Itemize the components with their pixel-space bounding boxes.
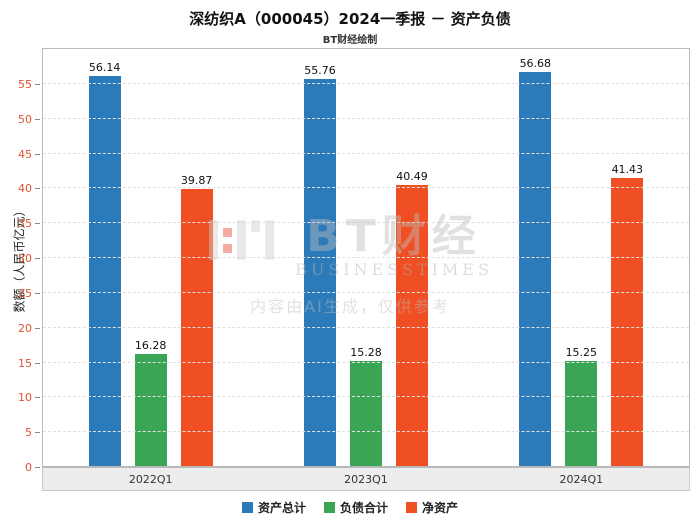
gridline bbox=[43, 396, 689, 398]
y-tick-label: 30 bbox=[18, 252, 32, 265]
legend-item: 资产总计 bbox=[241, 499, 306, 516]
legend-label: 净资产 bbox=[422, 501, 459, 515]
bar-wrap: 15.25 bbox=[565, 49, 598, 467]
bar bbox=[134, 353, 167, 467]
legend-item: 净资产 bbox=[406, 499, 458, 516]
bar-wrap: 56.14 bbox=[88, 49, 121, 467]
y-tick-mark bbox=[35, 467, 40, 468]
bar-value-label: 40.49 bbox=[396, 169, 428, 183]
bar bbox=[180, 189, 213, 467]
bar-groups: 56.14 16.28 39.87 55.76 15.28 40.49 56.68 15.25… bbox=[43, 49, 689, 467]
bar-value-label: 39.87 bbox=[180, 174, 213, 188]
gridline bbox=[43, 187, 689, 189]
bar-value-label: 56.14 bbox=[88, 60, 121, 74]
y-tick-label: 20 bbox=[18, 321, 32, 335]
bar-value-label: 15.25 bbox=[565, 345, 598, 359]
legend-label: 资产总计 bbox=[257, 501, 306, 515]
bar bbox=[303, 78, 336, 467]
bar-value-label: 15.28 bbox=[350, 345, 382, 359]
gridline bbox=[43, 466, 689, 467]
plot-area: 56.14 16.28 39.87 55.76 15.28 40.49 56.68 15.25… bbox=[42, 48, 690, 468]
legend-swatch bbox=[406, 502, 417, 513]
gridline bbox=[43, 257, 689, 258]
x-tick-label: 2023Q1 bbox=[344, 472, 388, 486]
x-axis: 2022Q1 2023Q1 2024Q1 bbox=[42, 468, 690, 491]
bar-wrap: 41.43 bbox=[611, 49, 644, 467]
gridline bbox=[43, 291, 689, 293]
bar-value-label: 16.28 bbox=[134, 338, 167, 352]
y-tick-label: 50 bbox=[18, 112, 32, 126]
x-tick-label: 2022Q1 bbox=[128, 472, 173, 486]
legend: 资产总计 负债合计 净资产 bbox=[0, 499, 700, 516]
x-tick-label: 2024Q1 bbox=[559, 472, 604, 486]
y-tick-mark bbox=[35, 223, 40, 225]
y-tick-mark bbox=[35, 188, 40, 190]
gridline bbox=[43, 152, 689, 154]
y-axis: 0 5 10 15 20 25 30 35 40 45 50 55 bbox=[6, 48, 40, 474]
bar bbox=[611, 178, 644, 467]
chart-title: 深纺织A（000045）2024一季报 － 资产负债 bbox=[189, 10, 511, 28]
gridline bbox=[43, 431, 689, 433]
bar bbox=[565, 360, 598, 467]
y-tick-label: 25 bbox=[18, 286, 32, 300]
y-tick-mark bbox=[35, 432, 40, 434]
bar-value-label: 41.43 bbox=[611, 163, 644, 177]
bar-wrap: 15.28 bbox=[349, 49, 382, 467]
bar bbox=[519, 72, 552, 467]
y-tick-mark bbox=[35, 83, 40, 85]
gridline bbox=[43, 326, 689, 328]
bar-value-label: 56.68 bbox=[519, 57, 552, 71]
y-tick-label: 55 bbox=[18, 77, 32, 91]
chart-subtitle: BT财经绘制 bbox=[322, 35, 378, 46]
bar bbox=[88, 75, 121, 467]
y-tick-mark bbox=[35, 118, 40, 120]
y-tick-mark bbox=[35, 292, 40, 294]
gridline bbox=[43, 117, 689, 119]
y-tick-mark bbox=[35, 258, 40, 259]
bar bbox=[395, 184, 428, 467]
y-tick-label: 35 bbox=[18, 217, 32, 231]
y-tick-mark bbox=[35, 397, 40, 399]
y-tick-mark bbox=[35, 153, 40, 155]
bar-wrap: 40.49 bbox=[395, 49, 428, 467]
bar-wrap: 55.76 bbox=[303, 49, 336, 467]
gridline bbox=[43, 82, 689, 84]
gridline bbox=[43, 361, 689, 363]
y-tick-label: 10 bbox=[18, 391, 32, 405]
legend-swatch bbox=[323, 502, 335, 513]
bar-group: 56.68 15.25 41.43 bbox=[474, 49, 689, 467]
legend-label: 负债合计 bbox=[339, 501, 388, 515]
y-tick-mark bbox=[35, 362, 40, 364]
bar bbox=[349, 360, 382, 467]
y-tick-label: 15 bbox=[18, 356, 32, 370]
y-tick-label: 45 bbox=[18, 147, 32, 161]
bar-group: 55.76 15.28 40.49 bbox=[258, 49, 473, 467]
y-tick-label: 0 bbox=[25, 461, 32, 474]
y-tick-mark bbox=[35, 327, 40, 329]
bar-wrap: 39.87 bbox=[180, 49, 213, 467]
gridline bbox=[43, 222, 689, 224]
bar-wrap: 16.28 bbox=[134, 49, 167, 467]
y-tick-label: 5 bbox=[25, 426, 32, 440]
bar-group: 56.14 16.28 39.87 bbox=[43, 49, 258, 467]
bar-wrap: 56.68 bbox=[519, 49, 552, 467]
bar-value-label: 55.76 bbox=[304, 63, 336, 77]
legend-swatch bbox=[241, 502, 253, 513]
y-tick-label: 40 bbox=[18, 182, 32, 196]
legend-item: 负债合计 bbox=[323, 499, 388, 516]
